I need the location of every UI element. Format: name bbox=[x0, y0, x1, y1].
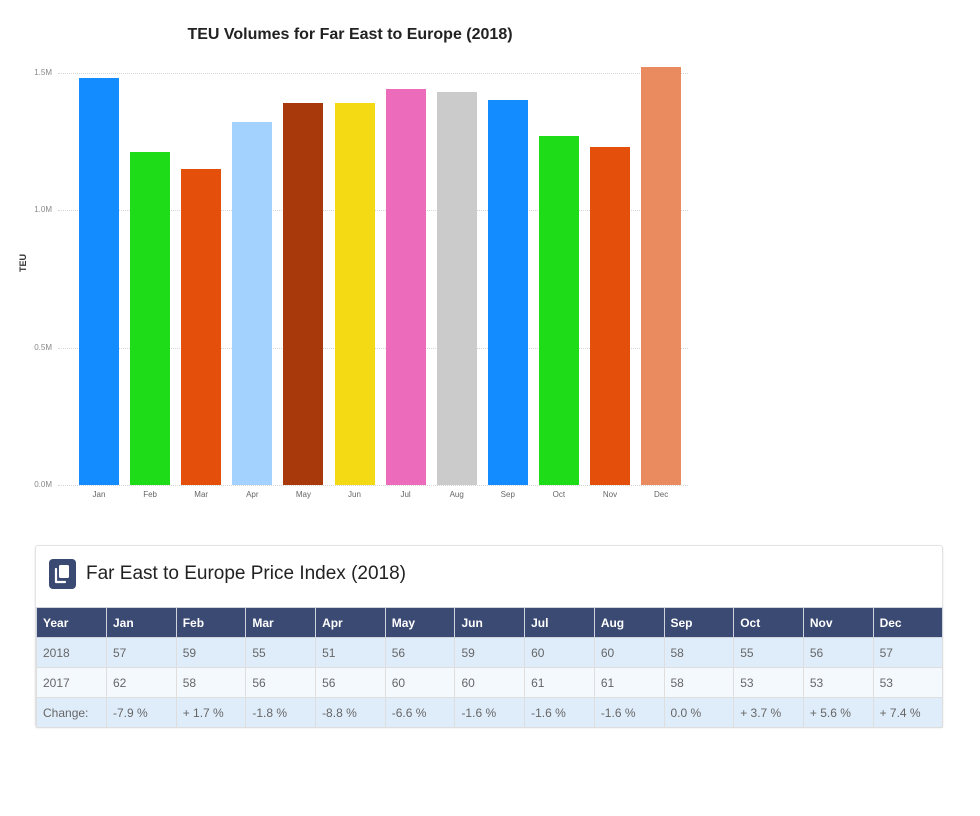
x-tick-label: Jul bbox=[400, 490, 411, 499]
x-tick-label: Mar bbox=[194, 490, 209, 499]
bar-dec[interactable] bbox=[641, 67, 682, 485]
teu-bar-chart: TEU Volumes for Far East to Europe (2018… bbox=[0, 0, 700, 510]
gridline bbox=[58, 485, 688, 486]
x-tick-label: Dec bbox=[653, 490, 669, 499]
table-cell: 55 bbox=[245, 637, 317, 668]
gridline bbox=[58, 72, 688, 74]
x-tick-label: Jan bbox=[92, 490, 106, 499]
table-cell: -7.9 % bbox=[106, 697, 177, 728]
y-tick-label: 0.0M bbox=[34, 480, 52, 489]
column-header-may: May bbox=[384, 607, 456, 638]
copy-icon bbox=[49, 559, 76, 589]
column-header-feb: Feb bbox=[175, 607, 247, 638]
column-header-mar: Mar bbox=[245, 607, 317, 638]
column-header-oct: Oct bbox=[733, 607, 804, 638]
table-cell: -1.6 % bbox=[593, 697, 665, 728]
table-cell: 56 bbox=[802, 637, 874, 668]
x-tick-label: Apr bbox=[246, 490, 259, 499]
column-header-jan: Jan bbox=[106, 607, 177, 638]
column-header-aug: Aug bbox=[593, 607, 665, 638]
x-tick-label: May bbox=[295, 490, 311, 499]
column-header-jun: Jun bbox=[454, 607, 526, 638]
row-label: 2018 bbox=[36, 637, 107, 668]
bar-oct[interactable] bbox=[538, 135, 579, 485]
column-header-apr: Apr bbox=[315, 607, 386, 638]
bar-jul[interactable] bbox=[385, 89, 426, 485]
table-cell: 58 bbox=[663, 667, 735, 698]
table-header-row: Year Jan Feb Mar Apr May Jun Jul Aug Sep Oct Nov Dec bbox=[36, 607, 944, 638]
x-tick-label: Nov bbox=[602, 490, 618, 499]
table-cell: + 1.7 % bbox=[175, 697, 247, 728]
row-label: Change: bbox=[36, 697, 107, 728]
table-cell: 53 bbox=[872, 667, 944, 698]
card-title: Far East to Europe Price Index (2018) bbox=[86, 563, 406, 584]
table-cell: 60 bbox=[524, 637, 595, 668]
table-cell: 56 bbox=[384, 637, 456, 668]
column-header-nov: Nov bbox=[802, 607, 874, 638]
bar-jun[interactable] bbox=[334, 102, 375, 485]
table-row: Change: -7.9 % + 1.7 % -1.8 % -8.8 % -6.6 % -1… bbox=[36, 697, 944, 728]
table-cell: 60 bbox=[384, 667, 456, 698]
x-tick-label: Aug bbox=[449, 490, 464, 499]
bar-apr[interactable] bbox=[232, 122, 273, 485]
column-header-jul: Jul bbox=[524, 607, 595, 638]
bar-aug[interactable] bbox=[436, 91, 477, 485]
chart-title: TEU Volumes for Far East to Europe (2018… bbox=[187, 26, 513, 43]
table-cell: 59 bbox=[454, 637, 526, 668]
table-cell: 58 bbox=[663, 637, 735, 668]
column-header-dec: Dec bbox=[872, 607, 944, 638]
row-label: 2017 bbox=[36, 667, 107, 698]
bar-jan[interactable] bbox=[79, 78, 119, 485]
table-row: 2017 62 58 56 56 60 60 61 61 58 53 53 53 bbox=[36, 667, 944, 698]
table-cell: 53 bbox=[802, 667, 874, 698]
table-cell: 51 bbox=[315, 637, 386, 668]
table-cell: 61 bbox=[524, 667, 595, 698]
table-row: 2018 57 59 55 51 56 59 60 60 58 55 56 57 bbox=[36, 637, 944, 668]
table-cell: -6.6 % bbox=[384, 697, 456, 728]
table-cell: 60 bbox=[593, 637, 665, 668]
x-tick-label: Sep bbox=[500, 490, 515, 499]
column-header-year: Year bbox=[36, 607, 107, 638]
column-header-sep: Sep bbox=[663, 607, 735, 638]
x-tick-label: Feb bbox=[143, 490, 157, 499]
bar-nov[interactable] bbox=[590, 146, 630, 485]
x-tick-label: Jun bbox=[348, 490, 361, 499]
bar-may[interactable] bbox=[283, 102, 324, 485]
card-header: Far East to Europe Price Index (2018) bbox=[36, 546, 942, 607]
table-cell: + 3.7 % bbox=[733, 697, 804, 728]
table-cell: 61 bbox=[593, 667, 665, 698]
table-cell: + 5.6 % bbox=[802, 697, 874, 728]
table-cell: 58 bbox=[175, 667, 247, 698]
x-tick-label: Oct bbox=[552, 490, 566, 499]
y-tick-label: 1.0M bbox=[34, 205, 52, 214]
bar-feb[interactable] bbox=[130, 152, 171, 485]
bar-mar[interactable] bbox=[181, 168, 222, 485]
y-tick-label: 0.5M bbox=[34, 342, 52, 352]
table-cell: 59 bbox=[175, 637, 247, 668]
table-cell: 57 bbox=[106, 637, 177, 668]
table-cell: 56 bbox=[245, 667, 317, 698]
table-cell: + 7.4 % bbox=[872, 697, 944, 728]
table-cell: -1.8 % bbox=[245, 697, 317, 728]
table-cell: -1.6 % bbox=[454, 697, 526, 728]
price-index-table: Year Jan Feb Mar Apr May Jun Jul Aug Sep Oct Nov Dec… bbox=[36, 607, 944, 728]
table-cell: 53 bbox=[733, 667, 804, 698]
table-cell: -1.6 % bbox=[524, 697, 595, 728]
y-axis-label: TEU bbox=[18, 254, 28, 272]
table-cell: 55 bbox=[733, 637, 804, 668]
y-tick-label: 1.5M bbox=[34, 67, 52, 77]
table-cell: 56 bbox=[315, 667, 386, 698]
bar-sep[interactable] bbox=[487, 100, 528, 485]
table-cell: 60 bbox=[454, 667, 526, 698]
table-cell: 57 bbox=[872, 637, 944, 668]
table-cell: -8.8 % bbox=[315, 697, 386, 728]
price-index-card: Far East to Europe Price Index (2018) Ye… bbox=[35, 545, 944, 728]
table-cell: 62 bbox=[106, 667, 177, 698]
table-cell: 0.0 % bbox=[663, 697, 735, 728]
